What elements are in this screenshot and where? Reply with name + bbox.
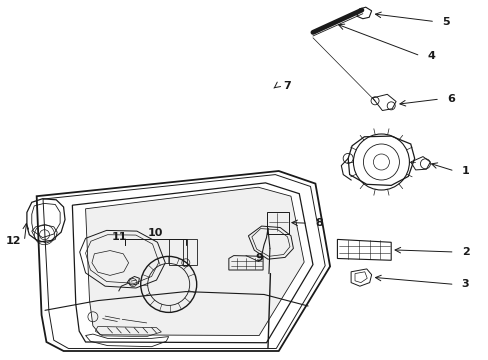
Text: 5: 5 [441, 17, 449, 27]
Text: 6: 6 [446, 94, 454, 104]
Polygon shape [85, 187, 304, 336]
Text: 11: 11 [112, 231, 127, 242]
Bar [183, 239, 197, 265]
Text: 1: 1 [461, 166, 468, 176]
Bar [266, 212, 288, 234]
Text: 2: 2 [461, 247, 468, 257]
Text: 3: 3 [461, 279, 468, 289]
Text: 9: 9 [255, 253, 263, 263]
Bar [168, 239, 186, 265]
Text: 12: 12 [6, 236, 21, 246]
Text: 10: 10 [147, 228, 163, 238]
Text: 4: 4 [427, 51, 434, 61]
Text: 7: 7 [283, 81, 290, 91]
Text: 8: 8 [314, 218, 322, 228]
